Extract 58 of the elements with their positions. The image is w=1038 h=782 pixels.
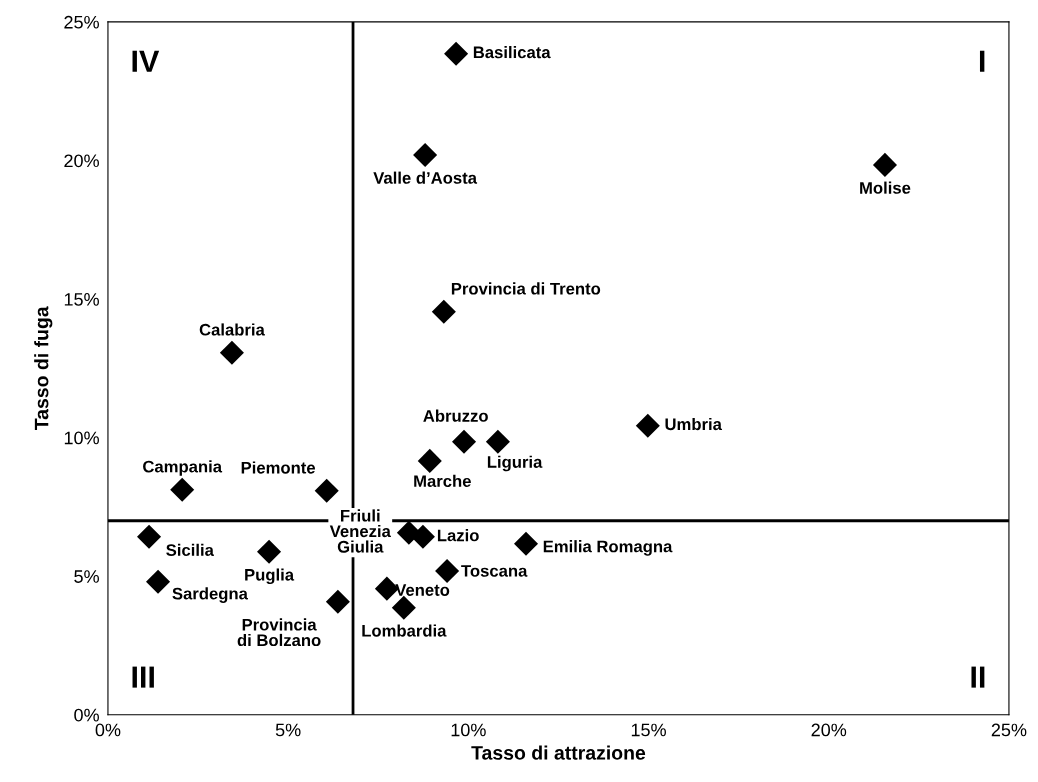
point <box>314 478 339 503</box>
point <box>513 531 539 556</box>
annotation: IV <box>132 50 160 72</box>
point <box>417 448 442 473</box>
point <box>444 41 469 66</box>
x-tick-label: 10% <box>451 723 486 737</box>
annotation: Provincia di Bolzano <box>237 618 321 647</box>
annotation: Calabria <box>199 323 265 336</box>
annotation: Lombardia <box>362 624 447 637</box>
annotation: Veneto <box>395 584 450 596</box>
annotation: Sicilia <box>166 543 214 557</box>
y-tick-label: 10% <box>64 431 99 445</box>
annotation: Toscana <box>461 565 528 577</box>
annotation: Umbria <box>665 417 723 431</box>
x-tick-label: 15% <box>631 723 666 737</box>
annotation: Basilicata <box>473 46 551 59</box>
y-tick-label: 5% <box>74 570 99 583</box>
annotation: Friuli Venezia Giulia <box>329 509 391 553</box>
annotation: Campania <box>143 460 223 476</box>
x-tick-label: 5% <box>275 723 301 737</box>
point <box>219 340 244 365</box>
annotation: Emilia Romagna <box>543 540 673 556</box>
point <box>257 539 282 564</box>
annotation: Liguria <box>487 455 543 472</box>
point <box>410 524 435 549</box>
annotation: II <box>971 666 985 688</box>
y-tick-label: 15% <box>64 293 99 306</box>
y-tick-label: 0% <box>74 708 99 722</box>
annotation: Molise <box>860 181 911 194</box>
annotation: I <box>979 50 985 72</box>
point <box>146 569 171 594</box>
annotation: Piemonte <box>241 461 316 474</box>
x-axis-title: Tasso di attrazione <box>471 745 646 760</box>
point <box>431 299 456 324</box>
point <box>872 152 897 177</box>
annotation: Marche <box>414 474 471 488</box>
point <box>170 477 195 502</box>
point <box>413 142 438 167</box>
annotation: Sardegna <box>172 587 248 603</box>
y-axis-title: Tasso di fuga <box>34 306 53 431</box>
annotation: Valle d’Aosta <box>373 171 478 184</box>
y-tick-label: 20% <box>64 154 99 168</box>
x-tick-label: 25% <box>991 723 1027 737</box>
x-tick-label: 0% <box>95 723 121 737</box>
point <box>635 413 660 438</box>
point <box>391 595 416 620</box>
point <box>137 524 162 549</box>
x-tick-label: 20% <box>811 723 847 737</box>
annotation: Abruzzo <box>423 409 488 422</box>
annotation: III <box>132 666 154 688</box>
annotation: Provincia di Trento <box>451 282 601 295</box>
point <box>435 558 460 583</box>
annotation: Lazio <box>437 529 479 542</box>
annotation: Puglia <box>245 568 295 585</box>
point <box>451 429 477 454</box>
y-tick-label: 25% <box>64 15 99 29</box>
point <box>325 589 350 614</box>
point <box>485 429 510 454</box>
